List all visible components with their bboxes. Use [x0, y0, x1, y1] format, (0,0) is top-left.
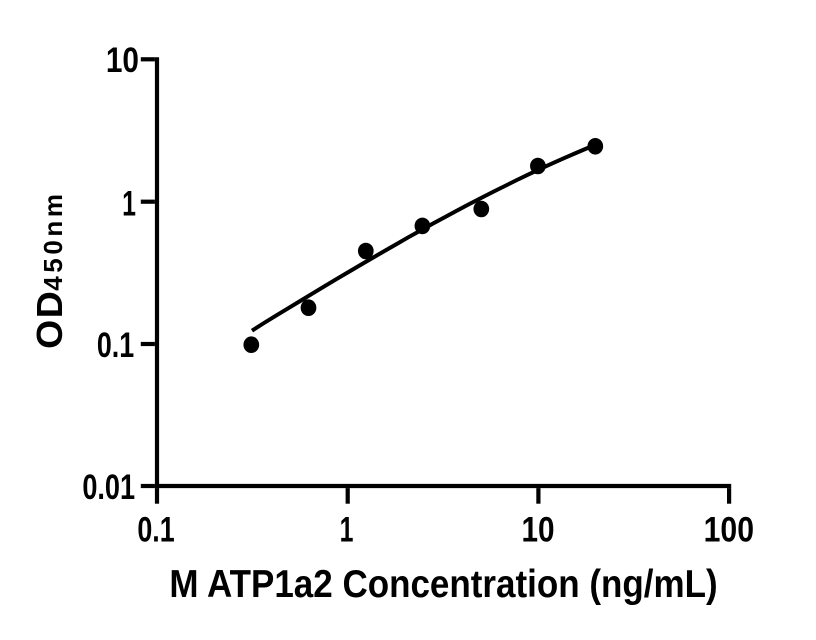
svg-text:10: 10 — [106, 41, 139, 80]
svg-text:100: 100 — [704, 509, 754, 549]
svg-text:10: 10 — [521, 510, 554, 549]
svg-text:0.1: 0.1 — [97, 326, 134, 365]
svg-text:1: 1 — [340, 512, 354, 550]
svg-text:OD: OD — [30, 290, 70, 349]
svg-text:450nm: 450nm — [38, 190, 68, 290]
svg-text:0.01: 0.01 — [82, 468, 135, 507]
svg-text:0.1: 0.1 — [137, 510, 174, 549]
svg-text:M ATP1a2 Concentration (ng/mL): M ATP1a2 Concentration (ng/mL) — [169, 562, 717, 605]
svg-text:1: 1 — [122, 185, 136, 223]
